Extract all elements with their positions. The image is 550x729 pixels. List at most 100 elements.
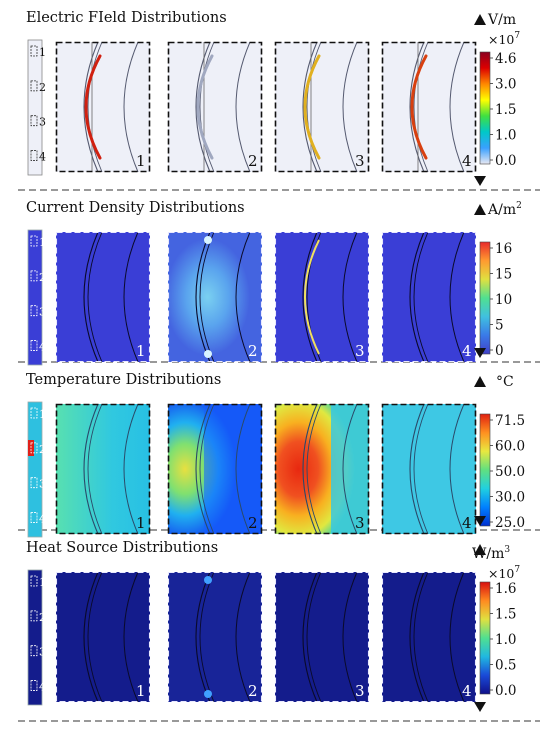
panel-4: 4 xyxy=(381,41,477,173)
temperature-field xyxy=(56,404,150,534)
interface-curve xyxy=(342,232,358,362)
interface-curve xyxy=(199,232,215,362)
panel-number: 4 xyxy=(462,342,472,360)
panel-number: 4 xyxy=(462,682,472,700)
colorbar-tick-label: 16 xyxy=(495,241,512,257)
panel-number: 1 xyxy=(136,514,146,532)
max-triangle-icon xyxy=(474,204,486,215)
colorbar-tick-label: 0.0 xyxy=(495,683,516,699)
interface-curve xyxy=(409,232,425,362)
edge-hotspot xyxy=(204,236,212,244)
section-1: Electric FIeld Distributions 1 2 3 4 1 2 3 4 4.6 3… xyxy=(26,10,520,186)
thumbnail-marker xyxy=(30,150,38,161)
scale-multiplier: ×107 xyxy=(488,31,520,47)
panel-number: 2 xyxy=(248,682,258,700)
panel-1: 1 xyxy=(55,41,151,173)
colorbar: 4.6 3.0 1.5 1.0 0.0 V/m ×107 xyxy=(474,12,520,186)
panel-background xyxy=(56,232,150,362)
panel-4: 4 xyxy=(381,403,477,535)
colorbar-tick-label: 25.0 xyxy=(495,515,525,531)
interface-curve xyxy=(342,404,358,534)
interface-curve xyxy=(306,404,322,534)
interface-curve xyxy=(342,42,358,172)
interface-curve xyxy=(83,404,99,534)
thumbnail-label: 4 xyxy=(39,151,46,164)
edge-hotspot xyxy=(204,690,212,698)
unit-label: °C xyxy=(496,374,514,390)
interface-curve xyxy=(449,232,465,362)
panel-background xyxy=(382,572,476,702)
panel-number: 1 xyxy=(136,152,146,170)
thumbnail-marker xyxy=(30,115,38,127)
interface-curve xyxy=(123,42,139,172)
colorbar-gradient xyxy=(479,413,491,527)
colorbar-tick-label: 1.5 xyxy=(495,102,516,118)
thumbnail-label: 1 xyxy=(39,576,46,589)
panel-border xyxy=(381,231,477,363)
thumbnail-label: 4 xyxy=(39,513,46,526)
section-title: Current Density Distributions xyxy=(26,200,245,216)
interface-curve xyxy=(195,572,211,702)
thumbnail-label: 1 xyxy=(39,46,46,59)
panel-background xyxy=(56,42,150,172)
thumbnail-strip: 1 2 3 4 xyxy=(27,229,46,366)
section-3: Temperature Distributions 1 2 3 4 1 2 3 4 71.5 60.… xyxy=(26,372,525,538)
thumbnail-background xyxy=(27,39,43,176)
field-hotspot xyxy=(196,54,214,160)
panel-background xyxy=(56,572,150,702)
temperature-cool-zone xyxy=(204,404,262,534)
panel-3: 3 xyxy=(274,571,370,703)
panel-border xyxy=(167,403,263,535)
interface-curve xyxy=(413,404,429,534)
unit-label: V/m xyxy=(487,12,516,28)
interface-curve xyxy=(302,232,318,362)
panel-number: 2 xyxy=(248,514,258,532)
interface-curve xyxy=(449,572,465,702)
interface-curve xyxy=(87,572,103,702)
thumbnail-strip: 1 2 3 4 xyxy=(27,401,46,538)
interface-curve xyxy=(123,572,139,702)
interface-curve xyxy=(302,572,318,702)
panel-2: 2 xyxy=(167,41,263,173)
scale-multiplier: ×107 xyxy=(488,565,520,581)
colorbar-tick-label: 5 xyxy=(495,318,504,334)
interface-curve xyxy=(235,232,251,362)
current-field xyxy=(168,232,262,362)
section-title: Temperature Distributions xyxy=(26,372,221,388)
thumbnail-marker xyxy=(30,610,38,622)
panel-4: 4 xyxy=(381,571,477,703)
panel-border xyxy=(55,403,151,535)
colorbar-tick-label: 60.0 xyxy=(495,439,525,455)
thumbnail-label: 2 xyxy=(39,271,46,284)
panel-border xyxy=(55,231,151,363)
panel-2: 2 xyxy=(167,231,263,363)
thumbnail-marker xyxy=(30,45,38,57)
colorbar-gradient xyxy=(479,51,491,165)
edge-hotspot xyxy=(204,350,212,358)
interface-curve xyxy=(306,42,322,172)
panel-border xyxy=(167,231,263,363)
panel-background xyxy=(275,42,369,172)
max-triangle-icon xyxy=(474,376,486,387)
thumbnail-label: 1 xyxy=(39,236,46,249)
interface-curve xyxy=(123,404,139,534)
panel-border xyxy=(274,231,370,363)
thumbnail-background xyxy=(27,401,43,538)
current-hotspot xyxy=(304,239,320,355)
interface-curve xyxy=(199,572,215,702)
panel-border xyxy=(381,41,477,173)
interface-curve xyxy=(235,404,251,534)
field-hotspot xyxy=(84,54,102,160)
panel-3: 3 xyxy=(274,403,370,535)
colorbar-gradient xyxy=(479,581,491,695)
panel-border xyxy=(274,571,370,703)
colorbar-tick-label: 15 xyxy=(495,267,512,283)
panel-1: 1 xyxy=(55,403,151,535)
panel-border xyxy=(381,571,477,703)
interface-curve xyxy=(87,404,103,534)
colorbar-tick-label: 1.0 xyxy=(495,632,516,648)
thumbnail-marker xyxy=(30,645,38,657)
edge-hotspot xyxy=(204,576,212,584)
colorbar: 1.6 1.5 1.0 0.5 0.0 W/m3 ×107 xyxy=(472,544,520,712)
